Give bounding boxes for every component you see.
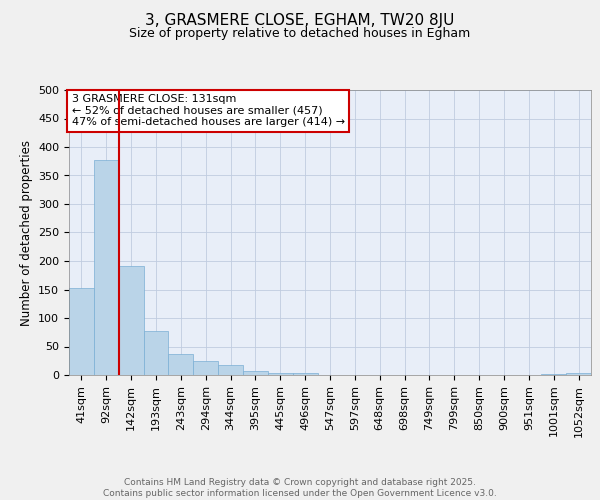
Bar <box>218 366 243 375</box>
Bar <box>169 354 193 375</box>
Text: 3, GRASMERE CLOSE, EGHAM, TW20 8JU: 3, GRASMERE CLOSE, EGHAM, TW20 8JU <box>145 12 455 28</box>
Bar <box>243 371 268 375</box>
Bar <box>193 362 218 375</box>
Bar <box>268 372 293 375</box>
Y-axis label: Number of detached properties: Number of detached properties <box>20 140 32 326</box>
Bar <box>69 288 94 375</box>
Bar <box>119 266 143 375</box>
Text: Size of property relative to detached houses in Egham: Size of property relative to detached ho… <box>130 28 470 40</box>
Bar <box>566 374 591 375</box>
Text: 3 GRASMERE CLOSE: 131sqm
← 52% of detached houses are smaller (457)
47% of semi-: 3 GRASMERE CLOSE: 131sqm ← 52% of detach… <box>71 94 345 128</box>
Bar <box>541 374 566 375</box>
Bar <box>293 374 317 375</box>
Bar <box>94 160 119 375</box>
Text: Contains HM Land Registry data © Crown copyright and database right 2025.
Contai: Contains HM Land Registry data © Crown c… <box>103 478 497 498</box>
Bar <box>143 330 169 375</box>
